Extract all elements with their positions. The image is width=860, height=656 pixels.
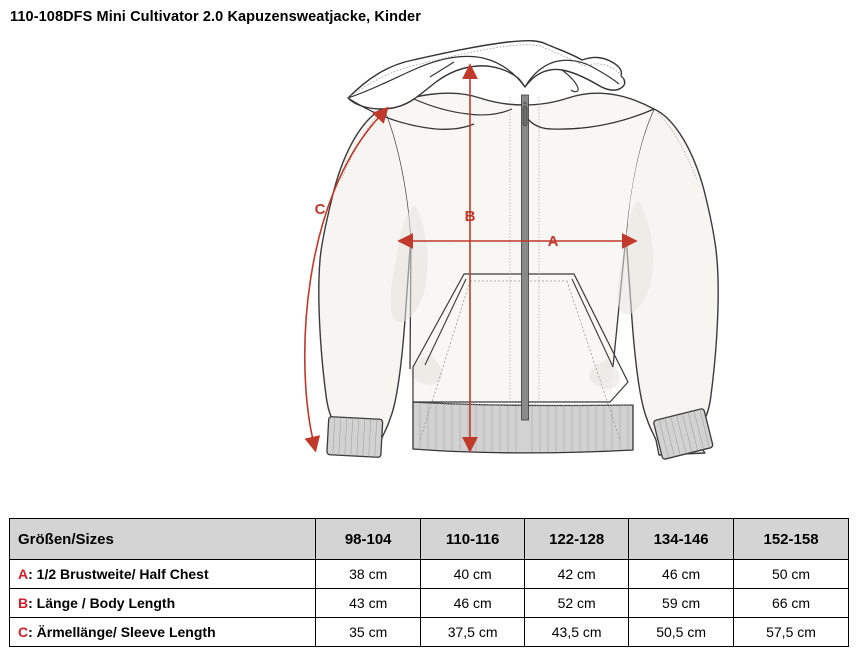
svg-text:A: A — [548, 233, 559, 250]
svg-text:B: B — [465, 208, 476, 225]
svg-text:C: C — [315, 201, 326, 218]
